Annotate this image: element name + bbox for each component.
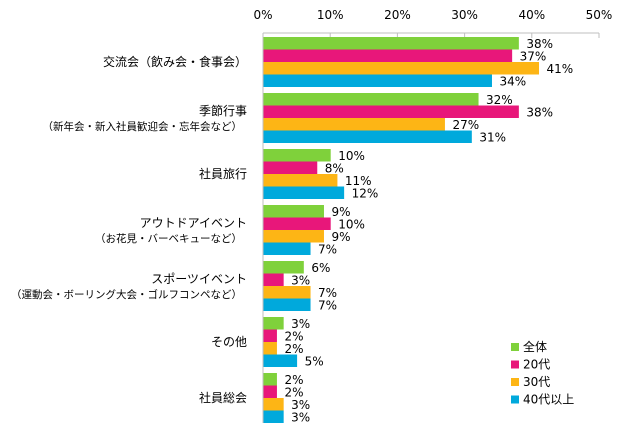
data-label: 31% bbox=[479, 131, 506, 145]
legend-label: 30代 bbox=[523, 375, 550, 389]
data-label: 5% bbox=[305, 355, 324, 369]
category-label: 交流会（飲み会・食事会） bbox=[103, 54, 247, 69]
data-label: 7% bbox=[318, 299, 337, 313]
x-tick-label: 0% bbox=[253, 8, 272, 22]
bar bbox=[263, 317, 284, 330]
bar bbox=[263, 242, 311, 255]
category-label: アウトドアイベント bbox=[140, 216, 247, 230]
bar bbox=[263, 398, 284, 411]
data-label: 7% bbox=[318, 286, 337, 300]
category-label: スポーツイベント bbox=[151, 272, 247, 286]
x-tick-label: 50% bbox=[586, 8, 613, 22]
legend-swatch bbox=[511, 378, 519, 386]
bar bbox=[263, 373, 277, 386]
category-sublabel: （お花見・バーベキューなど） bbox=[95, 232, 242, 245]
bar bbox=[263, 298, 311, 311]
bar bbox=[263, 273, 284, 286]
data-label: 11% bbox=[345, 174, 372, 188]
bar bbox=[263, 385, 277, 398]
category-sublabel: （運動会・ボーリング大会・ゴルフコンペなど） bbox=[11, 288, 242, 301]
x-tick-label: 10% bbox=[317, 8, 344, 22]
legend-swatch bbox=[511, 395, 519, 404]
bar bbox=[263, 205, 324, 218]
bar bbox=[263, 62, 540, 75]
x-tick-label: 20% bbox=[384, 8, 411, 22]
x-tick-label: 40% bbox=[518, 8, 545, 22]
bar bbox=[263, 410, 284, 423]
legend-swatch bbox=[511, 360, 519, 369]
bar bbox=[263, 149, 331, 162]
bar bbox=[263, 118, 445, 131]
legend-label: 20代 bbox=[523, 358, 550, 372]
data-label: 10% bbox=[338, 218, 365, 232]
bar bbox=[263, 49, 513, 62]
data-label: 3% bbox=[291, 274, 310, 288]
data-label: 38% bbox=[526, 106, 553, 120]
category-label: 社員旅行 bbox=[199, 166, 247, 181]
data-label: 2% bbox=[284, 373, 303, 387]
data-label: 34% bbox=[499, 75, 526, 89]
bar bbox=[263, 130, 472, 143]
data-label: 3% bbox=[291, 398, 310, 412]
data-label: 9% bbox=[331, 205, 350, 219]
data-label: 10% bbox=[338, 149, 365, 163]
bar bbox=[263, 161, 318, 174]
bar bbox=[263, 105, 519, 118]
data-label: 6% bbox=[311, 261, 330, 275]
data-label: 2% bbox=[284, 386, 303, 400]
bar bbox=[263, 37, 519, 50]
category-sublabel: （新年会・新入社員歓迎会・忘年会など） bbox=[43, 120, 243, 133]
data-label: 37% bbox=[520, 50, 547, 64]
category-label: 季節行事 bbox=[199, 103, 247, 118]
data-label: 3% bbox=[291, 317, 310, 331]
bar bbox=[263, 230, 324, 243]
data-label: 38% bbox=[526, 37, 553, 51]
bar bbox=[263, 354, 298, 367]
data-label: 8% bbox=[325, 162, 344, 176]
bar bbox=[263, 174, 338, 187]
legend-swatch bbox=[511, 343, 519, 351]
category-label: 社員総会 bbox=[199, 390, 247, 405]
x-tick-label: 30% bbox=[451, 8, 478, 22]
data-label: 27% bbox=[452, 118, 479, 132]
data-label: 2% bbox=[284, 330, 303, 344]
data-label: 2% bbox=[284, 342, 303, 356]
data-label: 32% bbox=[486, 93, 513, 107]
data-label: 3% bbox=[291, 411, 310, 425]
bar bbox=[263, 286, 311, 299]
data-label: 9% bbox=[331, 230, 350, 244]
bar bbox=[263, 93, 479, 106]
bar bbox=[263, 217, 331, 230]
data-label: 7% bbox=[318, 243, 337, 257]
data-label: 41% bbox=[547, 62, 574, 76]
legend-label: 全体 bbox=[523, 339, 547, 354]
bar bbox=[263, 74, 492, 87]
bar bbox=[263, 329, 277, 342]
legend-label: 40代以上 bbox=[523, 393, 574, 407]
category-label: その他 bbox=[211, 335, 247, 349]
bar bbox=[263, 186, 345, 199]
bar bbox=[263, 261, 304, 274]
data-label: 12% bbox=[352, 187, 379, 201]
bar bbox=[263, 342, 277, 355]
